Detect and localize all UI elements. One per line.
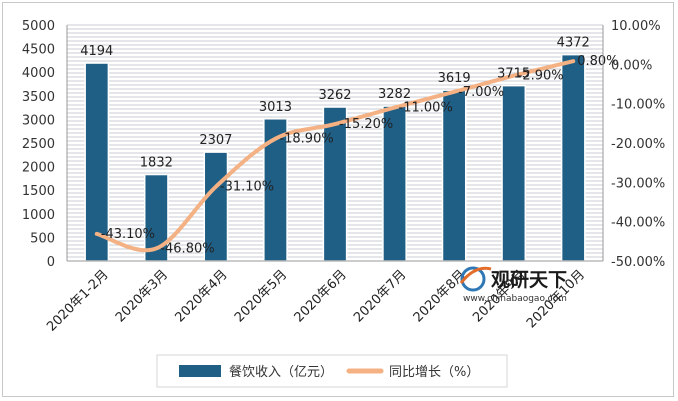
x-axis-tick-label: 2020年7月 [351,267,409,325]
left-axis-tick-label: 5000 [22,19,55,34]
bar-value-label: 3013 [259,100,292,115]
left-axis-tick-label: 1500 [22,184,55,199]
left-axis-tick-label: 4500 [22,43,55,58]
right-axis-tick-label: 0.00% [611,58,652,73]
right-axis-tick-label: -20.00% [611,137,665,152]
watermark-url: www.chinabaogao.com [463,294,567,304]
x-axis-tick-label: 2020年3月 [113,267,171,325]
bar-value-label: 4194 [80,44,113,59]
axes [66,25,604,262]
line-value-label: -7.00% [458,85,504,100]
right-axis-ticks: 10.00% 0.00% -10.00% -20.00% -30.00% -40.00% -… [611,19,665,270]
line-value-label: -15.20% [339,117,393,132]
right-axis-tick-label: -40.00% [611,216,665,231]
line-value-label: -11.00% [399,101,453,116]
combo-chart: 4194 1832 2307 3013 3262 3282 3619 3715 4372 -43… [22,19,665,388]
x-axis-tick-label: 2020年6月 [292,267,350,325]
legend-label-bar: 餐饮收入（亿元） [229,364,333,380]
legend: 餐饮收入（亿元） 同比增长（%） [156,354,508,388]
left-axis-tick-label: 2500 [22,137,55,152]
bar-data-labels: 4194 1832 2307 3013 3262 3282 3619 3715 4372 [80,36,590,171]
bar-value-label: 3282 [378,87,411,102]
right-axis-tick-label: 10.00% [611,19,661,34]
legend-label-line: 同比增长（%） [389,365,479,380]
watermark: 观研天下 www.chinabaogao.com [459,266,567,304]
bar-series [84,53,586,262]
line-series [94,59,576,253]
watermark-name: 观研天下 [491,269,567,291]
bar-value-label: 1832 [140,156,173,171]
left-axis-tick-label: 500 [30,231,55,246]
right-axis-tick-label: -10.00% [611,98,665,113]
right-axis-tick-label: -30.00% [611,176,665,191]
left-axis-ticks: 0 500 1000 1500 2000 2500 3000 3500 4000 4500 5000 [22,19,55,270]
bar [441,89,467,262]
x-axis-tick-label: 2020年5月 [232,267,290,325]
line-value-label: 0.80% [577,54,618,69]
bar [501,84,527,262]
left-axis-tick-label: 1000 [22,208,55,223]
x-axis-tick-label: 2020年1-2月 [44,267,111,334]
line-value-label: -46.80% [160,241,214,256]
left-axis-tick-label: 3000 [22,113,55,128]
left-axis-tick-label: 2000 [22,161,55,176]
growth-line [94,59,576,253]
line-value-label: -31.10% [220,180,274,195]
bar-value-label: 2307 [199,133,232,148]
bar-value-label: 3262 [318,88,351,103]
bar-value-label: 3619 [438,71,471,86]
left-axis-tick-label: 0 [47,255,55,270]
line-data-labels: -43.10% -46.80% -31.10% -18.90% -15.20% -11.0… [101,54,619,256]
legend-swatch-bar [179,365,221,377]
right-axis-tick-label: -50.00% [611,255,665,270]
x-axis-tick-label: 2020年4月 [172,267,230,325]
line-value-label: -43.10% [101,227,155,242]
line-value-label: -18.90% [279,132,333,147]
swoosh-logo-icon [459,266,492,292]
left-axis-tick-label: 3500 [22,90,55,105]
chart-frame: 4194 1832 2307 3013 3262 3282 3619 3715 4372 -43… [2,2,674,397]
bar [560,53,586,262]
line-value-label: -2.90% [518,69,564,84]
x-axis-tick-label: 2020年8月 [411,267,469,325]
bar-value-label: 4372 [557,36,590,51]
bar-value-label: 3715 [497,67,530,82]
left-axis-tick-label: 4000 [22,66,55,81]
